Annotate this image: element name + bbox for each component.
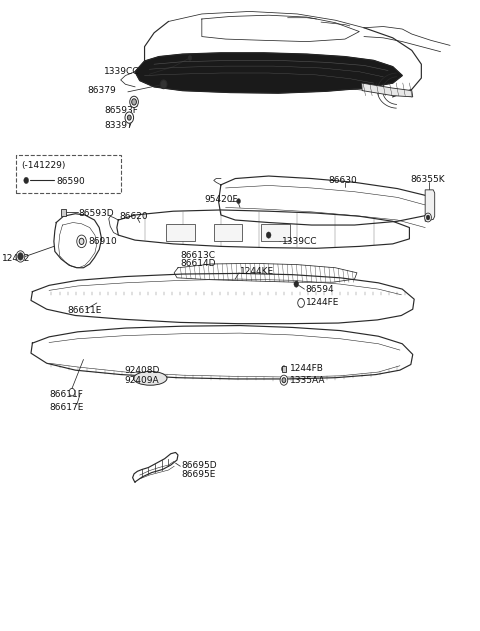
Text: 86614D: 86614D [180, 259, 216, 268]
Text: 1339CC: 1339CC [282, 237, 317, 247]
Circle shape [16, 251, 25, 262]
Circle shape [426, 215, 430, 220]
Text: 86617E: 86617E [49, 403, 84, 411]
Circle shape [298, 298, 304, 307]
Circle shape [281, 366, 286, 372]
Text: 1335AA: 1335AA [290, 375, 325, 385]
Circle shape [79, 239, 84, 244]
Circle shape [125, 112, 133, 123]
Circle shape [266, 232, 271, 239]
Text: 86593F: 86593F [104, 106, 138, 115]
Polygon shape [135, 53, 402, 93]
Text: 1244FB: 1244FB [290, 363, 324, 373]
Text: 86611E: 86611E [67, 306, 102, 315]
Circle shape [24, 177, 29, 184]
Circle shape [425, 213, 432, 222]
Circle shape [294, 281, 299, 287]
Text: 1339CC: 1339CC [104, 68, 140, 76]
Circle shape [69, 388, 75, 396]
Text: 1244FE: 1244FE [306, 298, 339, 307]
Bar [262, 224, 290, 242]
Polygon shape [425, 190, 435, 221]
Text: 86593D: 86593D [79, 209, 114, 218]
Text: 86379: 86379 [87, 86, 116, 95]
Circle shape [280, 375, 288, 386]
Circle shape [132, 99, 136, 105]
Circle shape [127, 115, 131, 120]
Text: 92409A: 92409A [124, 375, 159, 385]
Text: 86695E: 86695E [182, 470, 216, 479]
Circle shape [282, 378, 286, 383]
Bar [281, 366, 286, 372]
Text: 1244KE: 1244KE [240, 267, 274, 276]
Text: 83397: 83397 [104, 121, 133, 130]
Ellipse shape [133, 372, 167, 386]
Bar [214, 224, 242, 242]
Circle shape [160, 80, 167, 89]
Circle shape [18, 252, 24, 260]
Text: 86594: 86594 [306, 285, 335, 294]
Text: 92408D: 92408D [124, 366, 160, 375]
Polygon shape [362, 83, 413, 97]
Text: 86620: 86620 [120, 212, 148, 221]
Text: 86630: 86630 [328, 176, 357, 185]
Bar [60, 209, 66, 216]
Text: 86695D: 86695D [182, 461, 217, 469]
Circle shape [77, 235, 86, 247]
Text: 86590: 86590 [56, 177, 85, 186]
Bar [16, 155, 120, 193]
Text: 95420F: 95420F [204, 195, 238, 204]
Text: 86910: 86910 [88, 237, 117, 247]
Text: 86613C: 86613C [180, 251, 216, 260]
Text: (-141229): (-141229) [22, 161, 66, 170]
Circle shape [188, 56, 192, 61]
Text: 86355K: 86355K [411, 175, 445, 184]
Bar [166, 224, 195, 242]
Text: 12492: 12492 [2, 254, 31, 263]
Text: 86611F: 86611F [49, 390, 83, 399]
Circle shape [130, 97, 138, 107]
Circle shape [237, 199, 240, 204]
